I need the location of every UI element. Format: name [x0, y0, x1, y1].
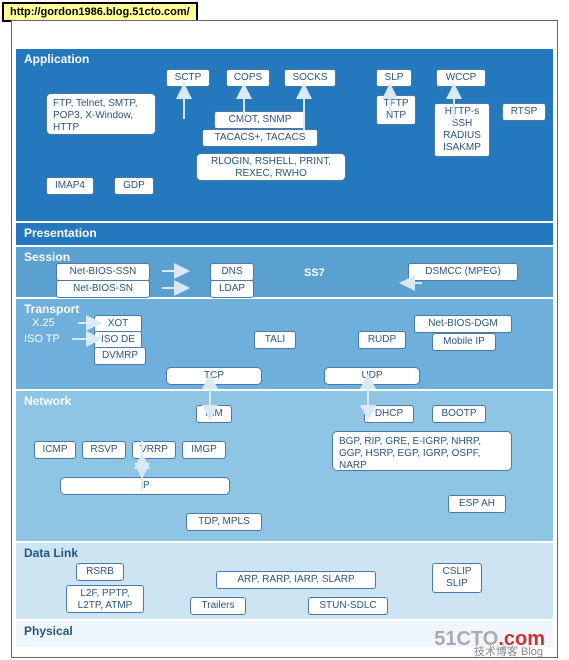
proto-tali: TALI	[254, 331, 296, 349]
proto-tacacs: TACACS+, TACACS	[202, 129, 318, 147]
proto-sctp: SCTP	[166, 69, 210, 87]
proto-ss7: SS7	[304, 267, 325, 279]
proto-udp: UDP	[324, 367, 420, 385]
proto-rudp: RUDP	[358, 331, 406, 349]
proto-x25: X.25	[32, 317, 55, 329]
proto-rsvp: RSVP	[82, 441, 126, 459]
proto-netbios-ssn: Net-BIOS-SSN	[56, 263, 150, 281]
proto-rsrb: RSRB	[76, 563, 124, 581]
layer-presentation-label: Presentation	[16, 223, 553, 243]
proto-mobileip: Mobile IP	[432, 333, 496, 351]
proto-slp: SLP	[376, 69, 412, 87]
diagram-frame: OSI 七层模型 Application SCTP COPS SOCKS SLP…	[11, 20, 558, 658]
layer-transport: Transport X.25 ISO TP XOT ISO DE DVMRP T…	[16, 299, 553, 389]
proto-arp: ARP, RARP, IARP, SLARP	[216, 571, 376, 589]
proto-trailers: Trailers	[190, 597, 246, 615]
proto-ftp-group: FTP, Telnet, SMTP, POP3, X-Window, HTTP	[46, 93, 156, 135]
proto-dvmrp: DVMRP	[94, 347, 146, 365]
proto-bgp-group: BGP, RIP, GRE, E-IGRP, NHRP, GGP, HSRP, …	[332, 431, 512, 471]
layer-presentation: Presentation	[16, 223, 553, 245]
proto-rlogin: RLOGIN, RSHELL, PRINT, REXEC, RWHO	[196, 153, 346, 181]
proto-gdp: GDP	[114, 177, 154, 195]
proto-tftp: TFTP NTP	[376, 95, 416, 125]
proto-vrrp: VRRP	[132, 441, 176, 459]
proto-https: HTTP-s SSH RADIUS ISAKMP	[434, 103, 490, 157]
proto-tdp: TDP, MPLS	[186, 513, 262, 531]
proto-rtsp: RTSP	[502, 103, 546, 121]
proto-stun: STUN-SDLC	[308, 597, 388, 615]
proto-isotp: ISO TP	[24, 333, 60, 345]
proto-wccp: WCCP	[436, 69, 486, 87]
proto-l2f: L2F, PPTP, L2TP, ATMP	[66, 585, 144, 613]
proto-cmot: CMOT, SNMP	[214, 111, 306, 129]
proto-tcp: TCP	[166, 367, 262, 385]
proto-bootp: BOOTP	[432, 405, 486, 423]
proto-pim: PIM	[196, 405, 232, 423]
proto-dsmcc: DSMCC (MPEG)	[408, 263, 518, 281]
watermark-subtitle: 技术博客 Blog	[474, 643, 543, 659]
layer-application-label: Application	[16, 49, 553, 69]
proto-dhcp: DHCP	[364, 405, 414, 423]
source-url: http://gordon1986.blog.51cto.com/	[2, 2, 198, 22]
proto-dns: DNS	[210, 263, 254, 281]
layer-session: Session Net-BIOS-SSN Net-BIOS-SN DNS LDA…	[16, 247, 553, 297]
proto-cslip: CSLIP SLIP	[432, 563, 482, 593]
proto-icmp: ICMP	[34, 441, 76, 459]
proto-imap4: IMAP4	[46, 177, 94, 195]
proto-espah: ESP AH	[448, 495, 506, 513]
layer-datalink: Data Link RSRB ARP, RARP, IARP, SLARP CS…	[16, 543, 553, 619]
proto-cops: COPS	[226, 69, 270, 87]
layer-datalink-label: Data Link	[16, 543, 553, 563]
proto-nbdgm: Net-BIOS-DGM	[414, 315, 512, 333]
proto-ip: IP	[60, 477, 230, 495]
proto-ldap: LDAP	[210, 280, 254, 298]
proto-imgp: IMGP	[182, 441, 226, 459]
layer-network: Network PIM DHCP BOOTP ICMP RSVP VRRP IM…	[16, 391, 553, 541]
layer-application: Application SCTP COPS SOCKS SLP WCCP FTP…	[16, 49, 553, 221]
proto-netbios-sn: Net-BIOS-SN	[56, 280, 150, 298]
proto-socks: SOCKS	[284, 69, 336, 87]
